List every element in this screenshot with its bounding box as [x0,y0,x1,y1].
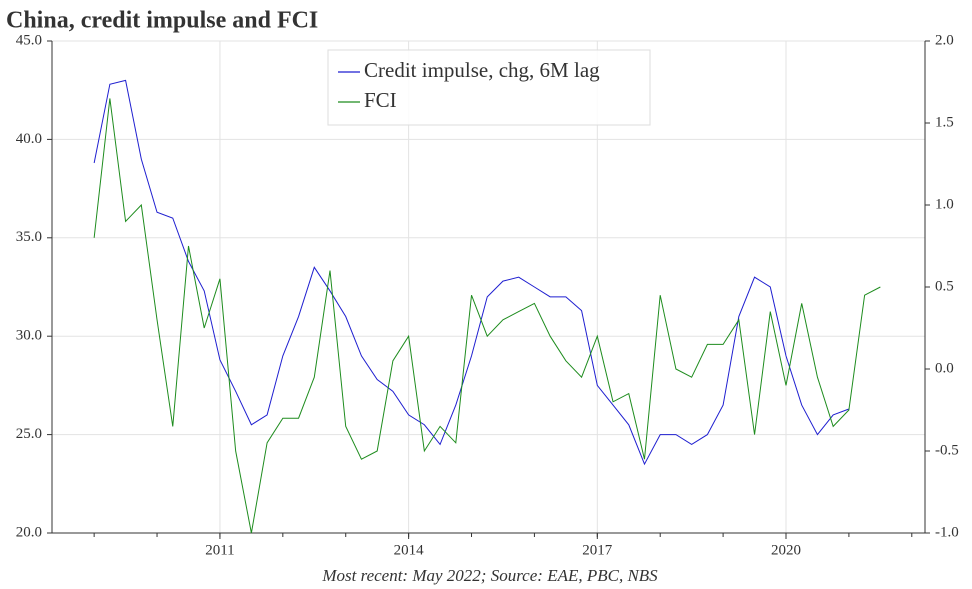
y2-tick-label: 2.0 [935,32,954,48]
x-tick-label: 2017 [582,542,613,558]
y-tick-label: 25.0 [16,426,42,442]
y-tick-label: 35.0 [16,229,42,245]
y2-tick-label: -0.5 [935,442,959,458]
y2-tick-label: 1.5 [935,114,954,130]
y2-tick-label: 1.0 [935,196,954,212]
x-tick-label: 2011 [205,542,234,558]
chart-title: China, credit impulse and FCI [6,8,318,34]
legend-label: Credit impulse, chg, 6M lag [364,58,600,82]
series-line [93,79,850,466]
y-tick-label: 45.0 [16,32,42,48]
legend-box [327,49,651,126]
source-note: Most recent: May 2022; Source: EAE, PBC,… [321,566,658,585]
y2-tick-label: -1.0 [935,524,959,540]
legend-label: FCI [364,88,397,112]
y2-tick-label: 0.0 [935,360,954,376]
y-tick-label: 40.0 [16,131,42,147]
y-tick-label: 20.0 [16,524,42,540]
series-line [93,98,881,534]
x-tick-label: 2020 [771,542,801,558]
y-tick-label: 30.0 [16,328,42,344]
x-tick-label: 2014 [394,542,425,558]
y2-tick-label: 0.5 [935,278,954,294]
